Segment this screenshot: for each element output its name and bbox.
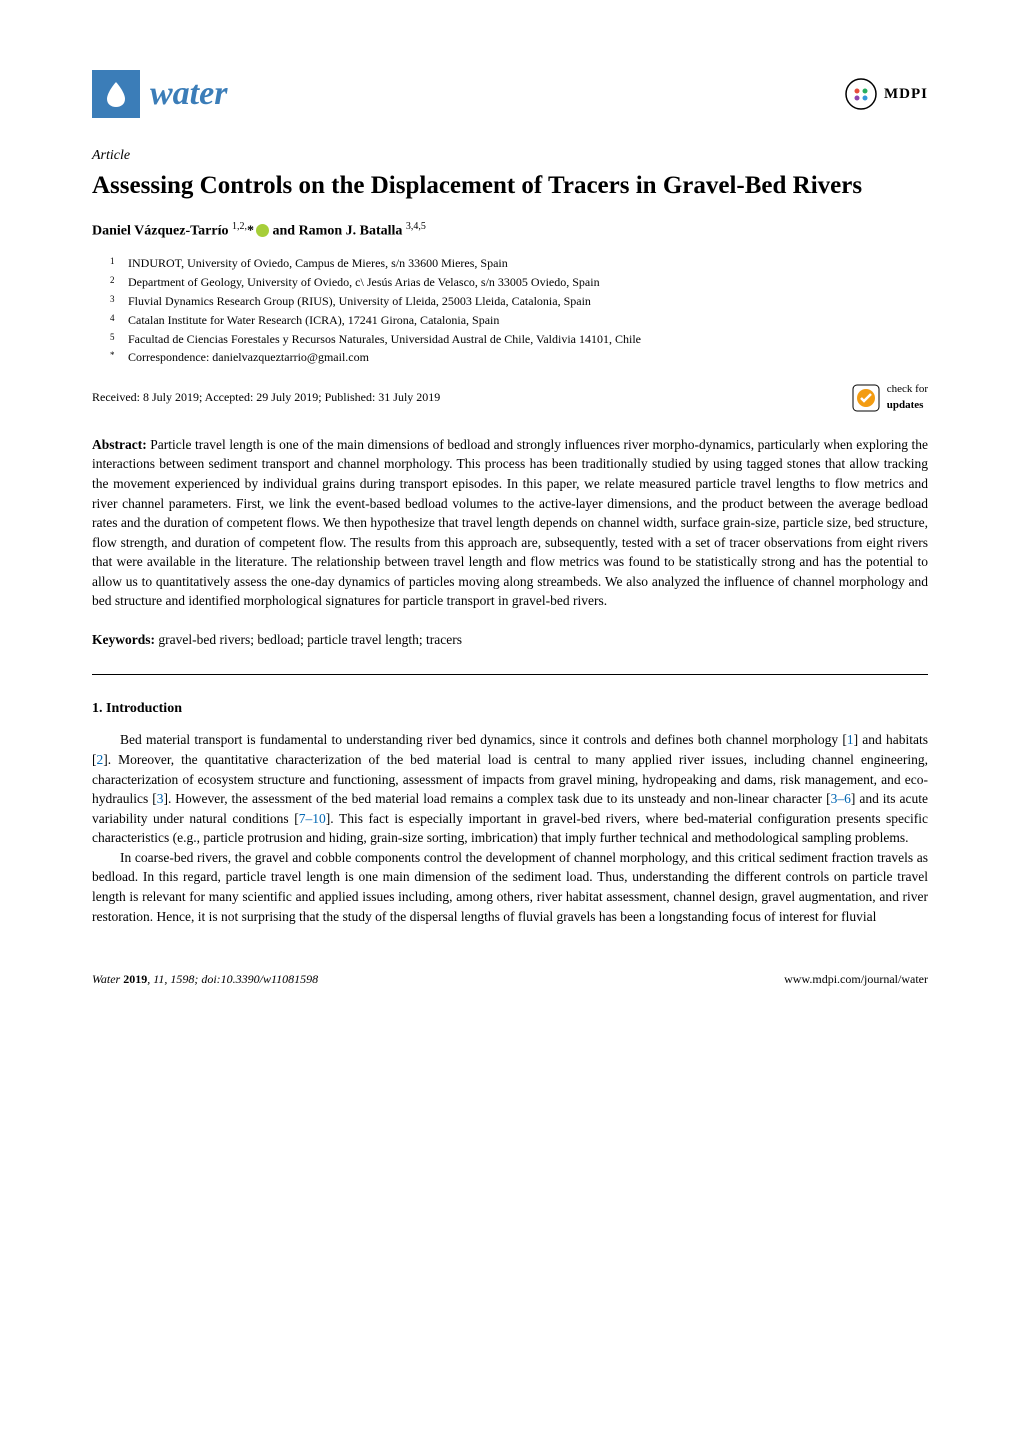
keywords-text: gravel-bed rivers; bedload; particle tra… [158, 632, 462, 647]
journal-logo-icon [92, 70, 140, 118]
article-title: Assessing Controls on the Displacement o… [92, 170, 928, 203]
affil-num: * [110, 349, 118, 366]
page-footer: Water 2019, 11, 1598; doi:10.3390/w11081… [0, 971, 1020, 1028]
affil-text: Facultad de Ciencias Forestales y Recurs… [128, 331, 641, 348]
header-row: water MDPI [92, 70, 928, 118]
affil-text: Fluvial Dynamics Research Group (RIUS), … [128, 293, 591, 310]
pub-dates: Received: 8 July 2019; Accepted: 29 July… [92, 389, 440, 406]
affil-num: 1 [110, 255, 118, 272]
authors: Daniel Vázquez-Tarrío 1,2,* and Ramon J.… [92, 220, 928, 241]
section-divider [92, 674, 928, 675]
affil-num: 2 [110, 274, 118, 291]
body-span: Bed material transport is fundamental to… [120, 732, 847, 747]
check-updates-icon [851, 383, 881, 413]
footer-year: 2019 [123, 972, 147, 986]
affil-text: Correspondence: danielvazqueztarrio@gmai… [128, 349, 369, 366]
check-updates-bold: updates [887, 398, 928, 413]
footer-journal: Water [92, 972, 123, 986]
check-updates-badge[interactable]: check for updates [851, 382, 928, 413]
keywords: Keywords: gravel-bed rivers; bedload; pa… [92, 631, 928, 650]
check-updates-label: check for [887, 382, 928, 397]
journal-logo-block: water [92, 70, 227, 118]
publisher-logo: MDPI [844, 77, 928, 111]
footer-right[interactable]: www.mdpi.com/journal/water [784, 971, 928, 988]
publisher-name: MDPI [884, 84, 928, 105]
abstract-text: Particle travel length is one of the mai… [92, 437, 928, 609]
keywords-label: Keywords: [92, 632, 155, 647]
dates-row: Received: 8 July 2019; Accepted: 29 July… [92, 382, 928, 413]
affil-num: 5 [110, 331, 118, 348]
body-para: In coarse-bed rivers, the gravel and cob… [92, 848, 928, 926]
section-heading: 1. Introduction [92, 699, 928, 719]
affiliations-list: 1 INDUROT, University of Oviedo, Campus d… [92, 255, 928, 366]
body-span: ]. However, the assessment of the bed ma… [163, 791, 830, 806]
affil-num: 3 [110, 293, 118, 310]
ref-link[interactable]: 3–6 [831, 791, 851, 806]
article-type: Article [92, 146, 928, 166]
orcid-icon [256, 224, 269, 237]
affil-text: Department of Geology, University of Ovi… [128, 274, 600, 291]
body-text: Bed material transport is fundamental to… [92, 730, 928, 926]
ref-link[interactable]: 1 [847, 732, 854, 747]
ref-link[interactable]: 7–10 [299, 811, 326, 826]
abstract: Abstract: Particle travel length is one … [92, 435, 928, 611]
footer-doi: , 11, 1598; doi:10.3390/w11081598 [147, 972, 318, 986]
journal-name: water [150, 70, 227, 118]
footer-left: Water 2019, 11, 1598; doi:10.3390/w11081… [92, 971, 318, 988]
affil-num: 4 [110, 312, 118, 329]
affil-text: INDUROT, University of Oviedo, Campus de… [128, 255, 508, 272]
affil-text: Catalan Institute for Water Research (IC… [128, 312, 499, 329]
abstract-label: Abstract: [92, 437, 147, 452]
